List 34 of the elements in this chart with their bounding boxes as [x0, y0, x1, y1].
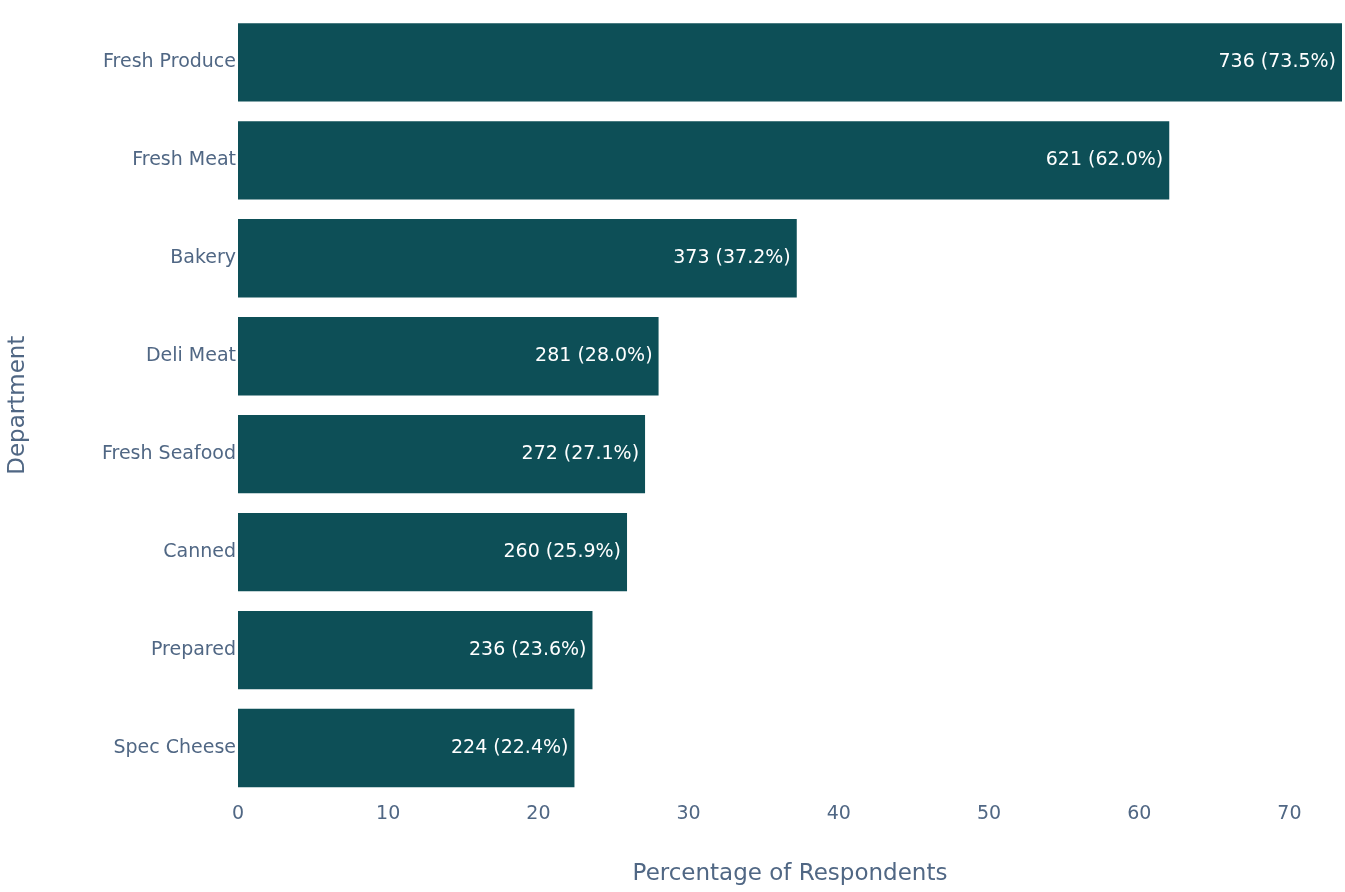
y-tick-label: Bakery [170, 245, 236, 268]
data-label: 236 (23.6%) [468, 637, 587, 660]
bar [238, 219, 797, 298]
data-label: 736 (73.5%) [1218, 49, 1336, 72]
x-tick-label: 70 [1277, 801, 1302, 824]
y-axis-title: Department [2, 335, 29, 475]
y-tick-label: Spec Cheese [113, 734, 236, 757]
data-label: 281 (28.0%) [535, 343, 653, 366]
y-tick-label: Fresh Produce [103, 49, 236, 72]
data-label: 373 (37.2%) [673, 245, 791, 268]
bar [238, 23, 1342, 102]
bar [238, 317, 659, 396]
bar [238, 415, 646, 494]
x-tick-label: 60 [1127, 801, 1152, 824]
y-tick-label: Canned [163, 539, 236, 562]
x-tick-label: 50 [976, 801, 1002, 824]
x-tick-label: 0 [231, 801, 245, 824]
y-tick-label: Prepared [150, 637, 236, 660]
data-label: 224 (22.4%) [450, 734, 569, 757]
data-label: 621 (62.0%) [1045, 147, 1164, 170]
data-label: 260 (25.9%) [503, 539, 622, 562]
x-tick-label: 40 [826, 801, 851, 824]
bar [238, 708, 575, 788]
x-tick-label: 20 [526, 801, 551, 824]
y-tick-label: Fresh Meat [132, 147, 236, 170]
bar [238, 512, 628, 592]
data-label: 272 (27.1%) [521, 441, 640, 464]
y-tick-label: Deli Meat [145, 343, 236, 366]
bar [238, 610, 593, 690]
bar [238, 121, 1170, 200]
y-tick-label: Fresh Seafood [101, 441, 236, 464]
x-axis-title: Percentage of Respondents [632, 859, 948, 886]
x-tick-label: 30 [676, 801, 701, 824]
x-tick-label: 10 [376, 801, 401, 824]
